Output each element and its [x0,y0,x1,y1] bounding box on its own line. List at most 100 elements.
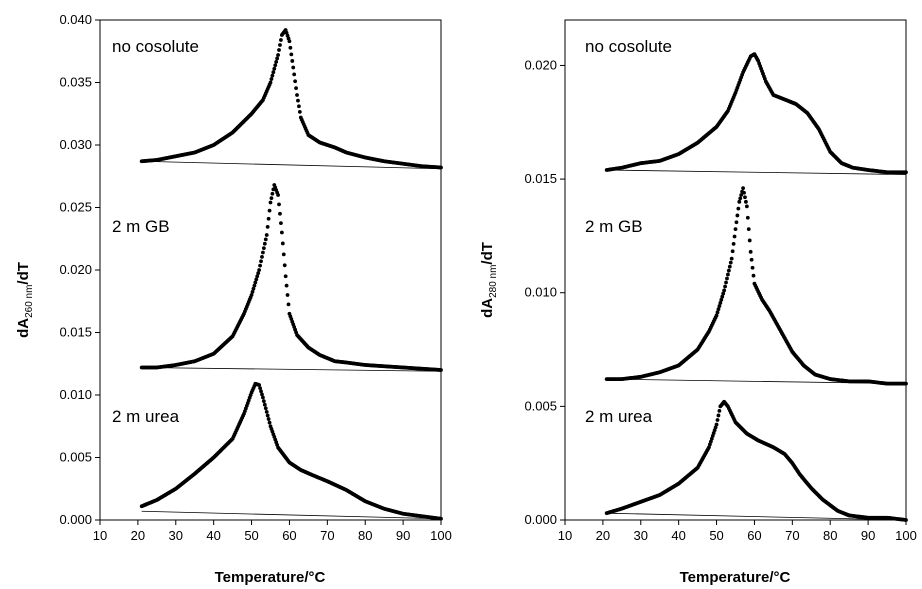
data-point [277,48,281,52]
data-point [727,264,732,269]
data-point [249,293,254,297]
data-point [904,381,908,386]
data-point [738,196,743,201]
data-point [439,165,443,170]
series-label: 2 m GB [585,217,643,236]
data-point [268,200,273,205]
data-point [726,272,730,277]
data-point [275,56,280,61]
data-point [252,283,257,288]
x-tick-label: 30 [169,528,183,543]
data-point [262,402,267,407]
data-point [295,93,299,97]
data-point [279,38,283,42]
data-point [749,257,754,262]
left-chart-panel: 10 20 30 40 50 60 70 80 90 100 0.000 0.005 0.010 0.01… [15,12,452,586]
plot-frame [564,19,907,521]
y-tick-label: 0.015 [524,171,557,186]
y-tick-label: 0.035 [59,75,92,90]
x-tick-label: 30 [634,528,648,543]
series-1: 2 m GB [112,183,443,372]
y-tick-label: 0.005 [524,398,557,413]
data-point [729,256,734,261]
data-point [714,313,719,318]
data-point [251,286,256,291]
x-tick-label: 100 [895,528,917,543]
series-0: no cosolute [112,28,443,170]
data-point [743,195,747,200]
x-tick-label: 50 [244,528,258,543]
data-point [268,80,273,85]
data-point [746,227,751,231]
x-tick-label: 90 [396,528,410,543]
series-1: 2 m GB [585,186,908,386]
data-point [725,276,729,281]
x-tick-label: 80 [358,528,372,543]
data-point [271,70,276,75]
right-chart-panel: 10 20 30 40 50 60 70 80 90 100 0.000 0.005 0.010 0.01… [479,19,917,586]
data-point [254,277,259,282]
data-point [267,208,272,213]
x-tick-label: 20 [596,528,610,543]
data-point [261,399,266,403]
data-point [274,59,279,64]
x-tick-label: 60 [282,528,296,543]
data-point [904,518,908,522]
x-tick-label: 10 [558,528,572,543]
data-point [292,72,297,77]
x-tick-label: 40 [206,528,220,543]
series-baseline [141,160,442,170]
data-point [273,63,278,68]
data-point [742,190,746,195]
data-point [276,53,280,57]
data-point [736,206,741,211]
x-tick-label: 70 [785,528,799,543]
x-axis-title: Temperature/°C [215,569,326,586]
y-tick-label: 0.010 [524,285,557,300]
x-tick-label: 60 [747,528,761,543]
data-point [250,289,255,294]
y-axis-title: dA280 nm/dT [479,242,499,318]
data-point [715,310,720,315]
data-point [294,86,298,91]
data-point [726,268,731,273]
data-point [270,73,275,78]
data-point [284,283,289,288]
x-tick-label: 10 [93,528,107,543]
data-point [267,420,272,425]
data-point [285,293,290,297]
data-point [748,249,753,254]
data-point [258,386,262,391]
x-tick-label: 80 [823,528,837,543]
data-point [253,280,258,285]
data-point [282,263,287,268]
data-point [714,422,719,427]
data-point [741,186,745,191]
data-point [723,284,727,289]
y-tick-label: 0.020 [524,57,557,72]
data-point [269,77,274,81]
data-point [297,109,302,114]
data-point [261,395,265,400]
data-point [735,213,740,218]
data-point [744,204,749,209]
data-point [439,516,443,521]
data-point [278,211,282,216]
data-point [745,215,750,220]
data-point [259,259,263,264]
x-tick-label: 100 [430,528,452,543]
data-point [257,268,262,272]
data-point [263,406,268,411]
data-point [266,417,271,421]
x-tick-label: 20 [131,528,145,543]
data-point [265,413,270,418]
series-label: 2 m GB [112,217,170,236]
data-point [716,307,721,312]
data-point [258,263,262,268]
data-point [439,368,443,372]
data-point [722,288,727,293]
series-baseline [141,367,442,372]
y-tick-label: 0.005 [59,450,92,465]
x-tick-label: 70 [320,528,334,543]
y-tick-label: 0.010 [59,387,92,402]
